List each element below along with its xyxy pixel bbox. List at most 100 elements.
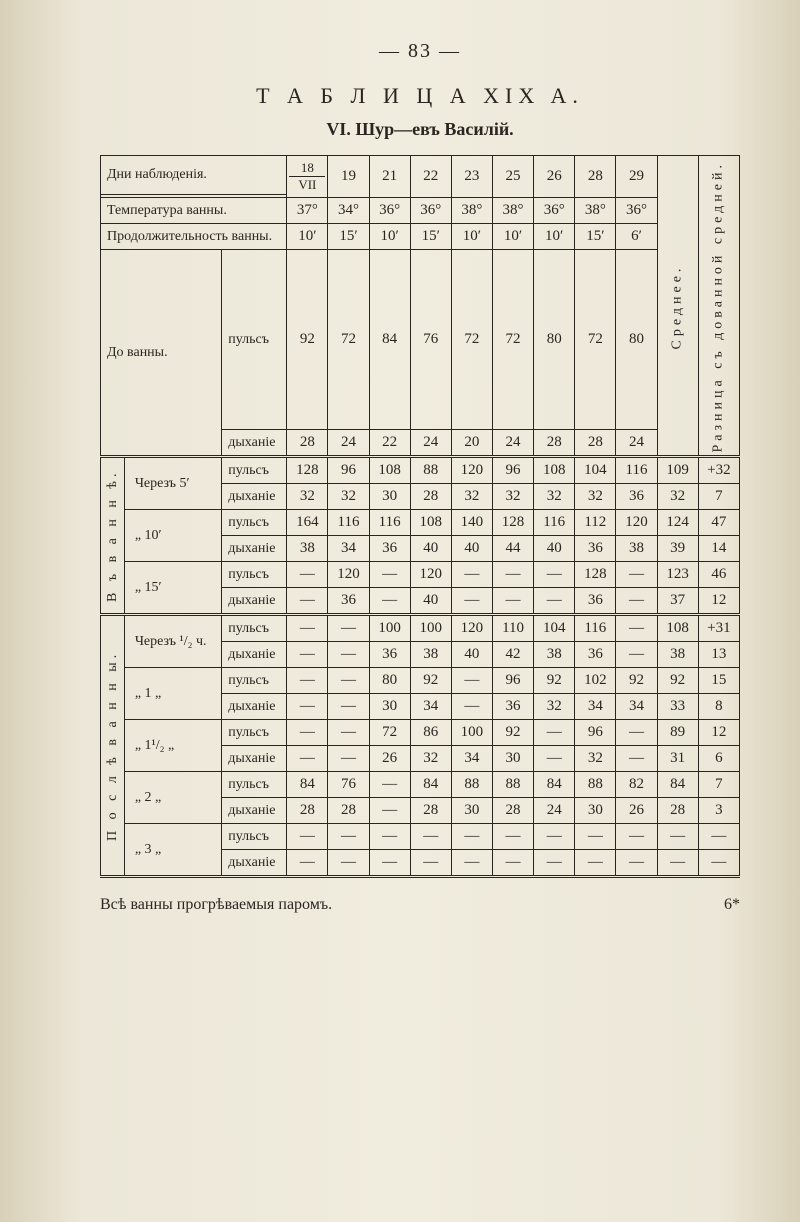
breath-label: дыханіе bbox=[222, 430, 287, 457]
data-table: Дни наблюденія. 18 VII 19 21 22 23 25 26… bbox=[100, 155, 740, 878]
cell: — bbox=[616, 562, 657, 588]
cell: 88 bbox=[410, 457, 451, 484]
time-stub: „ 3 „ bbox=[124, 824, 221, 877]
diff-label: Разница съ дованной средней. bbox=[698, 156, 739, 457]
time-stub: „ 10′ bbox=[124, 510, 221, 562]
breath-label: дыханіе bbox=[222, 588, 287, 615]
date-bot: VII bbox=[289, 176, 325, 193]
pulse-label: пульсъ bbox=[222, 250, 287, 430]
cell: 38 bbox=[616, 536, 657, 562]
cell: 32 bbox=[328, 484, 369, 510]
cell: 31 bbox=[657, 746, 698, 772]
cell: 100 bbox=[369, 615, 410, 642]
cell: — bbox=[369, 562, 410, 588]
cell: 116 bbox=[616, 457, 657, 484]
cell: — bbox=[616, 588, 657, 615]
cell: 37 bbox=[657, 588, 698, 615]
cell: — bbox=[451, 668, 492, 694]
cell: — bbox=[492, 562, 533, 588]
temp-cell: 38° bbox=[575, 198, 616, 224]
cell: 72 bbox=[451, 250, 492, 430]
cell: 112 bbox=[575, 510, 616, 536]
cell: — bbox=[575, 824, 616, 850]
cell: 108 bbox=[369, 457, 410, 484]
cell: 38 bbox=[657, 642, 698, 668]
cell: 36 bbox=[575, 536, 616, 562]
footer-page-sig: 6* bbox=[724, 896, 740, 914]
cell: 30 bbox=[575, 798, 616, 824]
cell: 116 bbox=[328, 510, 369, 536]
cell: 32 bbox=[410, 746, 451, 772]
cell: — bbox=[328, 720, 369, 746]
cell: 76 bbox=[328, 772, 369, 798]
cell: 39 bbox=[657, 536, 698, 562]
average-label: Среднее. bbox=[657, 156, 698, 457]
cell: 120 bbox=[451, 457, 492, 484]
cell: — bbox=[534, 746, 575, 772]
cell: 72 bbox=[575, 250, 616, 430]
cell: 36 bbox=[575, 642, 616, 668]
cell: 84 bbox=[657, 772, 698, 798]
date-top: 18 bbox=[289, 160, 325, 176]
cell: — bbox=[287, 668, 328, 694]
cell: 72 bbox=[369, 720, 410, 746]
duration-label: Продолжительность ванны. bbox=[101, 224, 287, 250]
cell: 30 bbox=[369, 694, 410, 720]
cell: — bbox=[328, 668, 369, 694]
dur-cell: 15′ bbox=[410, 224, 451, 250]
cell: 109 bbox=[657, 457, 698, 484]
cell: 84 bbox=[369, 250, 410, 430]
cell: 14 bbox=[698, 536, 739, 562]
cell: 128 bbox=[287, 457, 328, 484]
cell: 7 bbox=[698, 772, 739, 798]
day-col: 19 bbox=[328, 156, 369, 198]
day-col: 28 bbox=[575, 156, 616, 198]
cell: — bbox=[369, 798, 410, 824]
cell: 47 bbox=[698, 510, 739, 536]
cell: 28 bbox=[410, 798, 451, 824]
cell: — bbox=[451, 824, 492, 850]
cell: 88 bbox=[451, 772, 492, 798]
cell: 92 bbox=[287, 250, 328, 430]
cell: 116 bbox=[369, 510, 410, 536]
pulse-label: пульсъ bbox=[222, 824, 287, 850]
cell: 38 bbox=[287, 536, 328, 562]
cell: +31 bbox=[698, 615, 739, 642]
cell: 110 bbox=[492, 615, 533, 642]
cell: 7 bbox=[698, 484, 739, 510]
cell: 24 bbox=[328, 430, 369, 457]
dur-cell: 10′ bbox=[287, 224, 328, 250]
temp-cell: 38° bbox=[451, 198, 492, 224]
cell: 120 bbox=[451, 615, 492, 642]
cell: 120 bbox=[328, 562, 369, 588]
cell: — bbox=[698, 850, 739, 877]
cell: — bbox=[616, 720, 657, 746]
table-subtitle: VI. Шур—евъ Василій. bbox=[100, 119, 740, 140]
cell: — bbox=[616, 615, 657, 642]
cell: 34 bbox=[575, 694, 616, 720]
cell: 40 bbox=[451, 536, 492, 562]
cell: — bbox=[287, 615, 328, 642]
cell: 32 bbox=[534, 694, 575, 720]
cell: 32 bbox=[575, 746, 616, 772]
cell: 6 bbox=[698, 746, 739, 772]
pulse-label: пульсъ bbox=[222, 668, 287, 694]
pulse-label: пульсъ bbox=[222, 720, 287, 746]
cell: 89 bbox=[657, 720, 698, 746]
cell: 96 bbox=[492, 457, 533, 484]
day-col: 23 bbox=[451, 156, 492, 198]
cell: — bbox=[451, 850, 492, 877]
cell: 40 bbox=[534, 536, 575, 562]
cell: 88 bbox=[575, 772, 616, 798]
cell: — bbox=[534, 824, 575, 850]
cell: 24 bbox=[410, 430, 451, 457]
cell: 32 bbox=[451, 484, 492, 510]
time-stub: „ 1 „ bbox=[124, 668, 221, 720]
cell: 38 bbox=[410, 642, 451, 668]
temp-cell: 36° bbox=[616, 198, 657, 224]
cell: 96 bbox=[575, 720, 616, 746]
page-number: — 83 — bbox=[100, 40, 740, 63]
cell: — bbox=[369, 588, 410, 615]
cell: 34 bbox=[451, 746, 492, 772]
cell: 80 bbox=[616, 250, 657, 430]
